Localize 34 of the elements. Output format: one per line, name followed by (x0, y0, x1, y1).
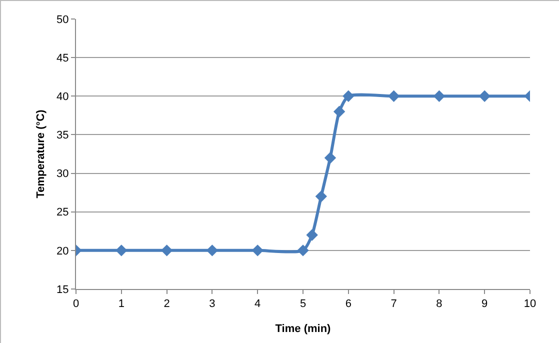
point (433, 90, 446, 102)
point (315, 190, 328, 202)
x-tick-label: 3 (209, 298, 216, 310)
point (116, 244, 128, 256)
x-axis-title: Time (min) (275, 323, 332, 335)
point (206, 244, 218, 256)
y-tick-label: 30 (56, 168, 69, 180)
point (160, 244, 173, 256)
y-tick-label: 20 (56, 245, 69, 258)
x-tick-label: 2 (164, 298, 170, 310)
point (306, 229, 318, 241)
x-tick-label: 1 (118, 298, 124, 310)
point (478, 90, 490, 102)
point (388, 90, 400, 102)
x-tick-label: 5 (300, 298, 306, 310)
point (297, 244, 309, 256)
point (252, 244, 264, 256)
x-tick-label: 8 (436, 298, 442, 310)
x-tick-label: 0 (72, 298, 80, 310)
y-tick-label: 25 (56, 206, 69, 219)
y-tick-label: 45 (56, 52, 69, 64)
y-axis-title: Temperature (°C) (35, 109, 47, 198)
y-tick-label: 50 (56, 14, 69, 26)
y-tick-label: 15 (56, 284, 69, 296)
y-tick-label: 40 (56, 90, 69, 103)
y-tick-label: 35 (56, 130, 69, 142)
point (333, 106, 346, 118)
x-tick-label: 7 (390, 298, 397, 310)
x-tick-label: 10 (524, 298, 536, 310)
point (342, 90, 354, 102)
x-tick-label: 4 (254, 298, 261, 310)
point (324, 152, 336, 164)
x-tick-label: 6 (345, 298, 352, 310)
x-tick-label: 9 (482, 298, 488, 310)
